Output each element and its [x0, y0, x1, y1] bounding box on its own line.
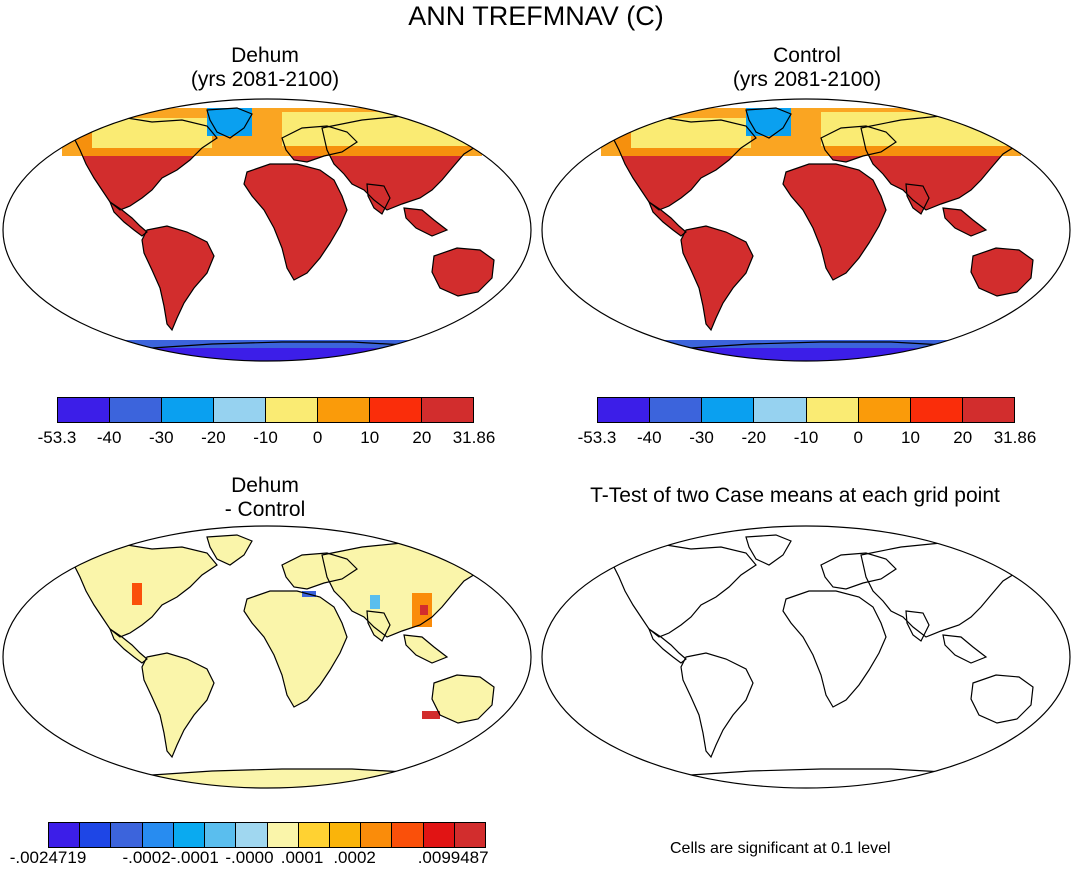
colorbar-tick-label: -53.3: [37, 428, 77, 447]
colorbar-tick-label: -.0002: [122, 848, 171, 867]
colorbar-swatch: [370, 398, 422, 422]
colorbar-swatch: [214, 398, 266, 422]
map-dehum: [2, 98, 532, 362]
map-difference: [2, 525, 532, 789]
colorbar-swatch: [318, 398, 370, 422]
colorbar-tick-label: .0099487: [417, 848, 489, 867]
colorbar-swatch: [162, 398, 214, 422]
colorbar-tick-label: -10: [793, 428, 819, 447]
colorbar-swatch: [650, 398, 703, 422]
colorbar-swatch: [858, 398, 911, 422]
colorbar-swatch: [205, 823, 237, 847]
panel-title-line1: Control: [773, 44, 841, 67]
colorbar-swatch: [910, 398, 963, 422]
panel-title-control: Control (yrs 2081-2100): [542, 44, 1072, 92]
colorbar-swatch: [598, 398, 651, 422]
colorbar-swatch: [806, 398, 859, 422]
map-border: [2, 525, 532, 789]
colorbar-swatch: [702, 398, 755, 422]
map-ttest: [541, 525, 1071, 789]
colorbar-swatch: [111, 823, 143, 847]
colorbar-swatch: [298, 823, 330, 847]
colorbar-swatch: [962, 398, 1014, 422]
colorbar-swatch: [236, 823, 268, 847]
colorbar-tick-label: 0: [312, 428, 323, 447]
colorbar-swatch: [80, 823, 112, 847]
colorbar-swatch: [266, 398, 318, 422]
colorbar-dehum: [57, 397, 474, 423]
panel-title-line2: (yrs 2081-2100): [190, 68, 340, 91]
colorbar-swatch: [267, 823, 299, 847]
colorbar-swatch: [329, 823, 362, 847]
colorbar-swatch: [392, 823, 424, 847]
panel-title-ttest: T-Test of two Case means at each grid po…: [590, 484, 1000, 507]
colorbar-swatch: [361, 823, 393, 847]
colorbar-tick-label: -40: [96, 428, 122, 447]
colorbar-tick-label: 10: [901, 428, 920, 447]
panel-title-dehum: Dehum (yrs 2081-2100): [0, 44, 530, 92]
colorbar-swatch: [754, 398, 807, 422]
colorbar-tick-label: 20: [953, 428, 973, 447]
colorbar-swatch: [110, 398, 162, 422]
colorbar-dehum-labels: -53.3 -40 -30 -20 -10 0 10 20 31.86: [38, 428, 496, 448]
colorbar-tick-label: -20: [741, 428, 767, 447]
colorbar-tick-label: -30: [148, 428, 174, 447]
map-border: [2, 98, 532, 362]
colorbar-tick-label: -.0000: [225, 848, 274, 867]
panel-title-line2: (yrs 2081-2100): [732, 68, 882, 91]
colorbar-tick-label: .0002: [333, 848, 376, 867]
map-control: [541, 98, 1071, 362]
colorbar-swatch: [454, 823, 486, 847]
colorbar-tick-label: -10: [253, 428, 278, 447]
map-border: [541, 525, 1071, 789]
colorbar-tick-label: -.0001: [170, 848, 219, 867]
panel-title-line1: Dehum: [231, 474, 299, 497]
colorbar-tick-label: -40: [636, 428, 662, 447]
colorbar-swatch: [142, 823, 174, 847]
colorbar-difference-labels: -.0024719 -.0002 -.0001 -.0000 .0001 .0002 .00…: [10, 848, 489, 868]
colorbar-tick-label: 20: [412, 428, 432, 447]
map-border: [541, 98, 1071, 362]
figure-title: ANN TREFMNAV (C): [408, 1, 664, 31]
colorbar-tick-label: -53.3: [577, 428, 617, 447]
colorbar-tick-label: 0: [853, 428, 863, 447]
colorbar-tick-label: -30: [689, 428, 714, 447]
colorbar-swatch: [58, 398, 110, 422]
colorbar-tick-label: 31.86: [452, 428, 496, 447]
colorbar-swatch: [423, 823, 455, 847]
colorbar-swatch: [422, 398, 473, 422]
colorbar-difference: [48, 822, 486, 848]
panel-title-line2: - Control: [224, 498, 306, 521]
colorbar-tick-label: 31.86: [993, 428, 1037, 447]
colorbar-tick-label: 10: [360, 428, 380, 447]
panel-title-difference: Dehum - Control: [0, 474, 530, 522]
colorbar-tick-label: .0001: [280, 848, 324, 867]
colorbar-control-labels: -53.3 -40 -30 -20 -10 0 10 20 31.86: [578, 428, 1037, 448]
colorbar-swatch: [49, 823, 81, 847]
significance-note: Cells are significant at 0.1 level: [670, 840, 891, 857]
colorbar-control: [597, 397, 1015, 423]
colorbar-tick-label: -.0024719: [9, 848, 87, 867]
panel-title-line1: Dehum: [231, 44, 299, 67]
colorbar-tick-label: -20: [201, 428, 226, 447]
colorbar-swatch: [173, 823, 206, 847]
